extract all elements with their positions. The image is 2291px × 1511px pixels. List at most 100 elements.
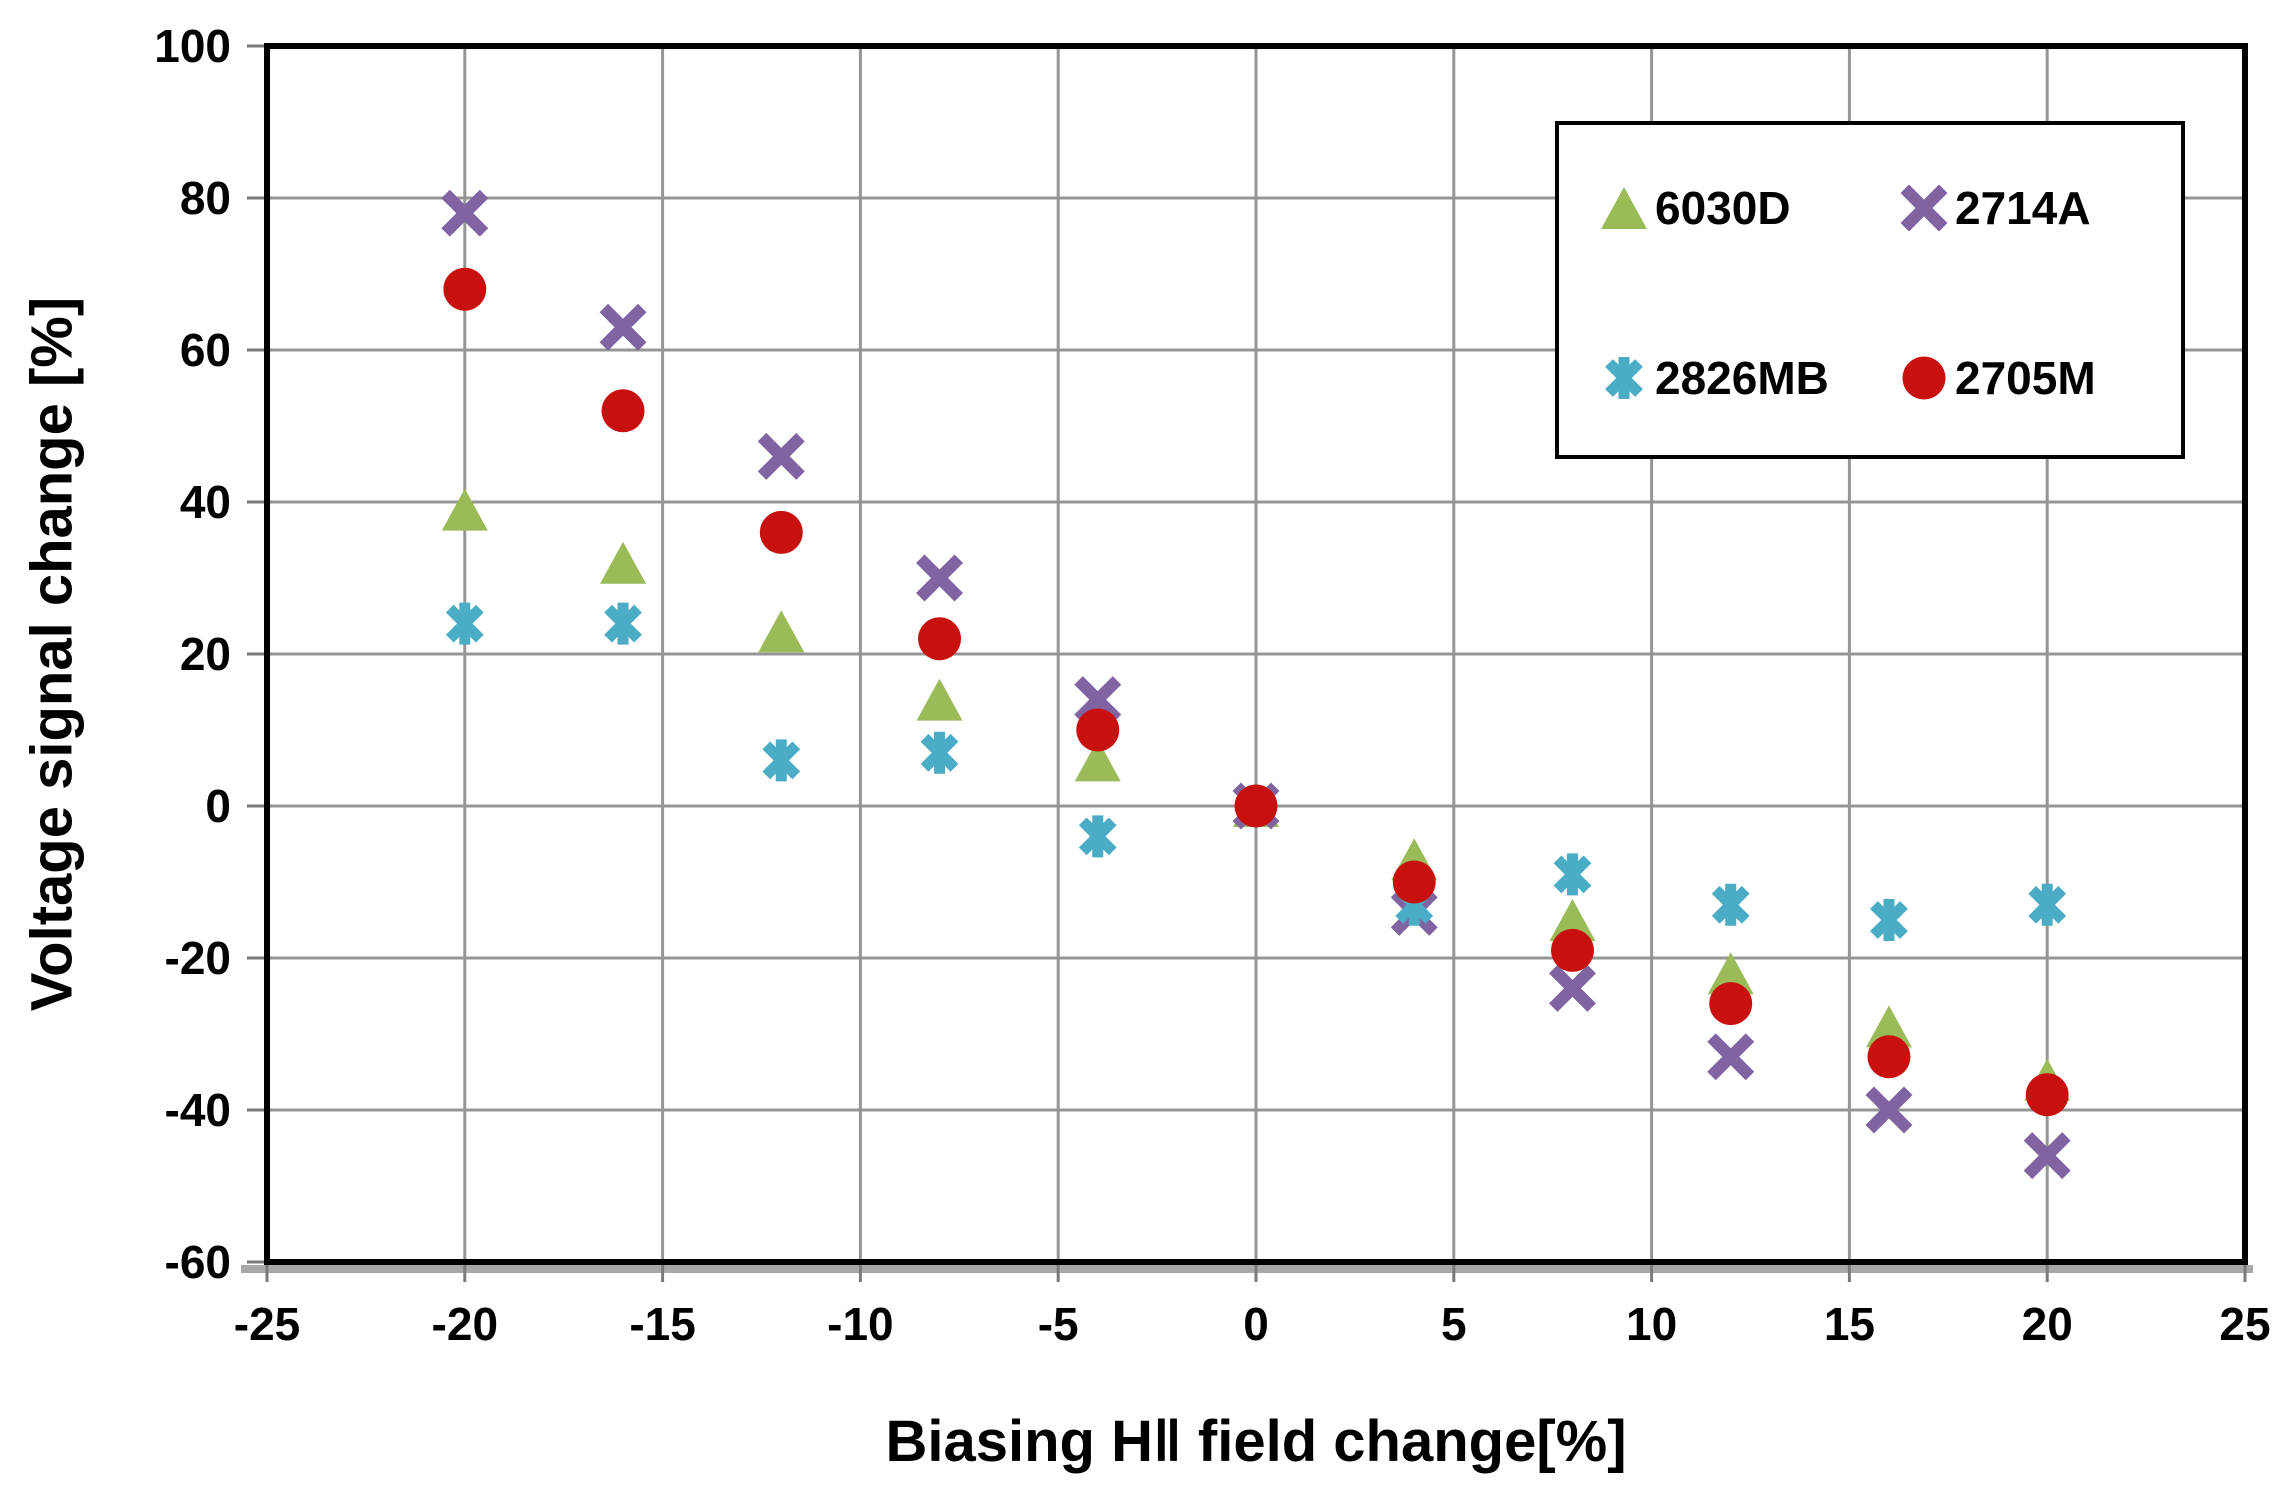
star-marker-icon: [2028, 883, 2067, 926]
point-2826MB: [445, 602, 484, 645]
circle-marker-icon: [1234, 784, 1278, 828]
circle-marker-icon: [1076, 708, 1120, 752]
point-2705M: [759, 510, 803, 554]
y-tick-label: 40: [180, 476, 231, 528]
x-tick-label: -20: [432, 1298, 498, 1350]
legend-item-6030D: 6030D: [1601, 181, 1901, 235]
triangle-marker-icon: [1707, 952, 1754, 995]
point-2714A: [2023, 1132, 2071, 1180]
legend-label: 6030D: [1655, 182, 1791, 234]
point-2714A: [1865, 1086, 1913, 1134]
x-marker-icon: [1074, 676, 1122, 724]
star-marker-icon: [1711, 883, 1750, 926]
star-marker-icon: [1870, 899, 1908, 941]
star-marker-icon: [604, 602, 642, 645]
x-tick-label: -15: [629, 1298, 695, 1350]
x-tick-label: 15: [1824, 1298, 1875, 1350]
x-tick-label: -10: [827, 1298, 893, 1350]
point-2826MB: [1711, 883, 1750, 926]
y-tick-label: 20: [180, 628, 231, 680]
x-tick-label: 20: [2022, 1298, 2073, 1350]
legend-label: 2826MB: [1655, 352, 1829, 404]
point-2705M: [443, 267, 487, 311]
x-marker-icon: [2023, 1132, 2071, 1180]
x-marker-icon: [1707, 1033, 1755, 1081]
point-2714A: [757, 432, 805, 480]
point-6030D: [441, 488, 488, 531]
x-tick-label: -25: [234, 1298, 300, 1350]
x-tick-label: 5: [1441, 1298, 1467, 1350]
x-marker-icon: [1865, 1086, 1913, 1134]
y-tick-label: -60: [165, 1236, 231, 1288]
legend-label: 2705M: [1955, 352, 2096, 404]
star-marker-icon: [1605, 357, 1643, 399]
point-6030D: [1074, 739, 1121, 782]
point-6030D: [916, 678, 963, 721]
y-tick-label: 0: [205, 780, 231, 832]
point-2714A: [441, 189, 489, 237]
circle-marker-icon: [759, 510, 803, 554]
triangle-marker-icon: [1865, 1005, 1912, 1048]
circle-marker-icon: [1709, 982, 1753, 1026]
series-6030D: [441, 488, 2071, 1101]
star-marker-icon: [1605, 357, 1643, 399]
point-2705M: [1709, 982, 1753, 1026]
point-2714A: [916, 554, 964, 602]
x-tick-label: -5: [1038, 1298, 1079, 1350]
point-2714A: [1074, 676, 1122, 724]
point-2705M: [918, 617, 962, 661]
legend-item-2705M: 2705M: [1901, 351, 2181, 405]
axis-shadow: [241, 1265, 2253, 1273]
point-2826MB: [920, 731, 959, 774]
plot-border: [264, 43, 2248, 1265]
point-2705M: [1392, 860, 1436, 904]
point-2826MB: [604, 602, 642, 645]
circle-marker-icon: [1392, 860, 1436, 904]
x-marker-icon: [1901, 185, 1947, 231]
circle-marker-icon: [1902, 356, 1946, 400]
point-6030D: [1865, 1005, 1912, 1048]
star-marker-icon: [1078, 815, 1117, 858]
point-2714A: [1707, 1033, 1755, 1081]
point-2826MB: [2028, 883, 2067, 926]
triangle-marker-icon: [758, 610, 805, 653]
series-2705M: [443, 267, 2069, 1117]
y-axis-title: Voltage signal change [%]: [19, 296, 85, 1012]
point-2705M: [1076, 708, 1120, 752]
x-marker-icon: [599, 303, 647, 351]
x-axis-title: Biasing H‖ field change[%]: [885, 1409, 1627, 1474]
y-tick-label: -40: [165, 1084, 231, 1136]
triangle-marker-icon: [1601, 187, 1647, 229]
star-marker-icon: [445, 602, 484, 645]
point-2826MB: [1553, 853, 1592, 896]
x-tick-label: 10: [1626, 1298, 1677, 1350]
point-6030D: [758, 610, 805, 653]
y-tick-label: 100: [154, 20, 231, 72]
x-marker-icon: [757, 432, 805, 480]
point-2705M: [1234, 784, 1278, 828]
legend: 6030D 2714A 2826MB 2705M: [1555, 121, 2185, 459]
point-2705M: [1550, 928, 1594, 972]
x-marker-icon: [441, 189, 489, 237]
x-tick-label: 25: [2219, 1298, 2270, 1350]
point-6030D: [1549, 899, 1596, 941]
point-2826MB: [1870, 899, 1908, 941]
star-marker-icon: [762, 739, 801, 782]
star-marker-icon: [920, 731, 959, 774]
point-2705M: [601, 389, 645, 433]
y-tick-label: 60: [180, 324, 231, 376]
circle-marker-icon: [918, 617, 962, 661]
triangle-marker-icon: [600, 541, 647, 584]
triangle-marker-icon: [1601, 187, 1647, 229]
point-2714A: [599, 303, 647, 351]
circle-marker-icon: [1550, 928, 1594, 972]
circle-marker-icon: [2025, 1073, 2069, 1117]
triangle-marker-icon: [1074, 739, 1121, 782]
point-2705M: [2025, 1073, 2069, 1117]
point-2826MB: [1078, 815, 1117, 858]
point-2714A: [1548, 964, 1596, 1012]
point-2826MB: [762, 739, 801, 782]
circle-marker-icon: [443, 267, 487, 311]
